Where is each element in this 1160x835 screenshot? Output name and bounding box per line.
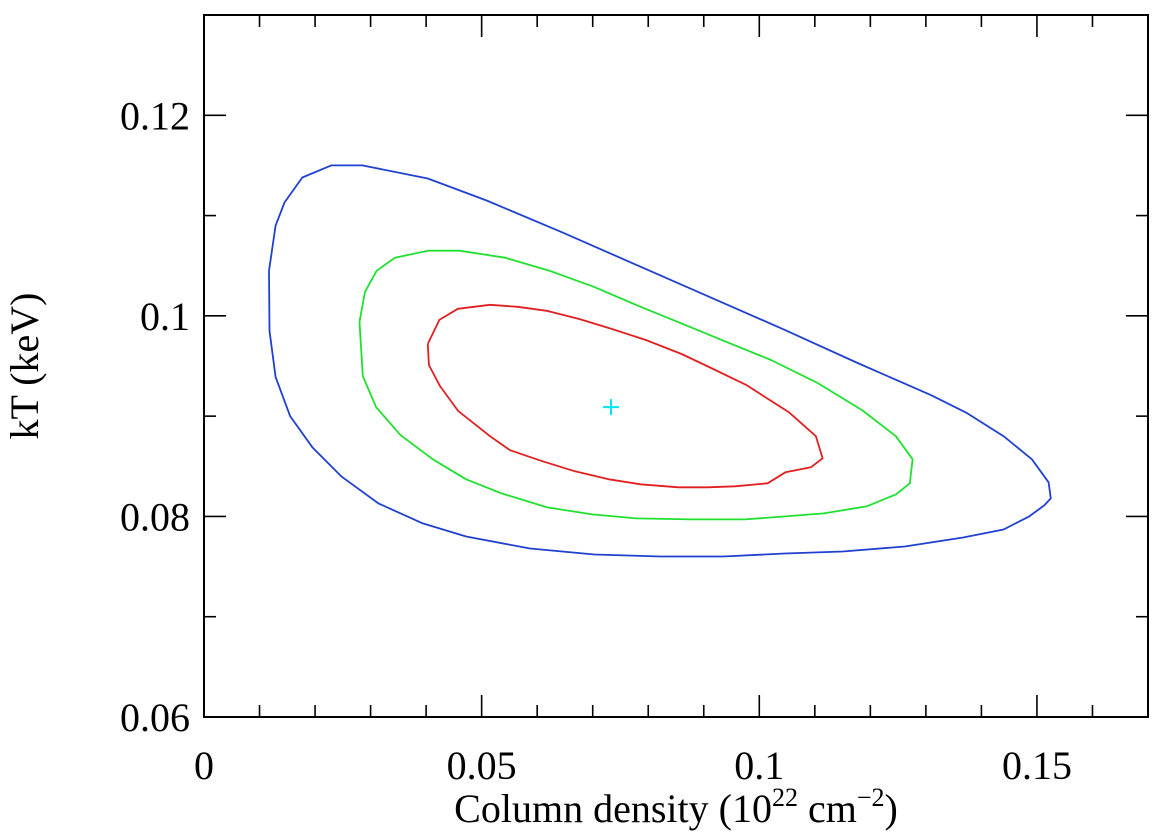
contour-lines — [268, 164, 1052, 558]
x-axis-label-close: ) — [885, 786, 898, 831]
contour-line-1 — [268, 164, 1052, 558]
y-axis-label: kT (keV) — [2, 293, 47, 440]
x-tick-label: 0 — [194, 743, 214, 788]
best-fit-marker — [603, 399, 620, 416]
x-tick-label: 0.05 — [447, 743, 517, 788]
y-tick-label: 0.08 — [120, 494, 190, 539]
x-tick-label: 0.15 — [1002, 743, 1072, 788]
y-tick-label: 0.06 — [120, 695, 190, 740]
contour-line-3 — [426, 303, 824, 489]
x-tick-label: 0.1 — [734, 743, 784, 788]
x-axis-label: Column density (1022 cm−2) — [454, 783, 898, 831]
x-axis-label-unit: cm — [798, 786, 857, 831]
x-axis-label-superscript: 22 — [772, 783, 798, 812]
axis-ticks — [203, 14, 1149, 718]
y-tick-label: 0.1 — [140, 294, 190, 339]
y-tick-label: 0.12 — [120, 93, 190, 138]
contour-line-2 — [358, 249, 914, 521]
x-axis-label-main: Column density (10 — [454, 786, 772, 831]
tick-labels: 0 0.05 0.1 0.15 0.06 0.08 0.1 0.12 — [120, 93, 1072, 788]
plot-frame — [203, 14, 1149, 718]
x-axis-label-unit-superscript: −2 — [857, 783, 885, 812]
